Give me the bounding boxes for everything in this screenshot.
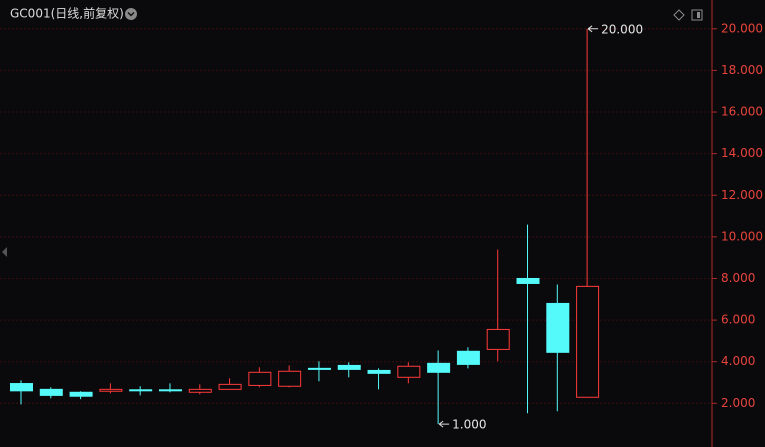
candle-body [218, 383, 242, 390]
y-tick-label: 20.000 [721, 21, 763, 35]
candle-body [99, 388, 123, 392]
panel-icon[interactable] [691, 9, 703, 21]
panel-icon-inner [697, 12, 700, 18]
y-tick-label: 8.000 [721, 271, 755, 285]
candle-body [10, 383, 33, 392]
y-tick-label: 2.000 [721, 396, 755, 410]
y-tick-label: 14.000 [721, 146, 763, 160]
candle-body [456, 350, 480, 365]
candle-body [129, 389, 153, 392]
candle-body [486, 328, 510, 350]
candle-body [397, 365, 421, 378]
y-tick-label: 6.000 [721, 313, 755, 327]
candle-body [248, 371, 272, 386]
annotation-arrow [587, 25, 599, 33]
candle-body [576, 285, 600, 398]
y-tick-label: 10.000 [721, 229, 763, 243]
candle-body [337, 364, 361, 370]
dropdown-icon[interactable] [125, 8, 137, 20]
annotation-label: 20.000 [601, 22, 643, 36]
annotation-arrow [438, 420, 450, 428]
candle-body [69, 391, 93, 397]
diamond-icon[interactable] [673, 9, 685, 21]
candle-body [367, 369, 391, 374]
y-tick-label: 12.000 [721, 188, 763, 202]
candle-body [278, 370, 302, 387]
candle-body [39, 388, 63, 396]
candle-body [158, 389, 182, 392]
candle-body [307, 367, 331, 370]
candle-body [546, 302, 570, 353]
y-tick-label: 18.000 [721, 63, 763, 77]
y-tick-label: 4.000 [721, 354, 755, 368]
annotation-label: 1.000 [452, 418, 486, 432]
collapse-arrow[interactable] [2, 247, 7, 257]
chart-title: GC001(日线,前复权) [10, 6, 124, 21]
y-tick-label: 16.000 [721, 105, 763, 119]
candle-body [188, 388, 212, 393]
candle-body [427, 362, 451, 373]
candle-body [516, 277, 540, 284]
